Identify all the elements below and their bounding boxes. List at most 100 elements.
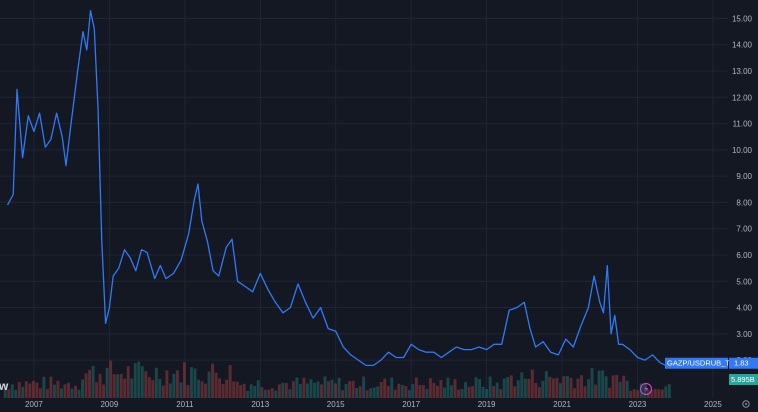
volume-bar [239,384,243,398]
volume-bar [660,389,664,398]
x-tick-label: 2021 [553,400,571,409]
y-tick-label: 12.00 [732,93,753,102]
volume-bar [151,380,155,398]
volume-bar [334,383,337,398]
volume-bar [562,376,566,398]
volume-bar [182,362,186,398]
volume-bar [351,380,355,398]
y-tick-label: 3.00 [736,330,752,339]
alert-lightning-icon[interactable] [639,382,653,396]
volume-bar [390,377,394,398]
volume-bar [450,385,453,398]
volume-bar [407,390,411,398]
volume-bar [14,389,18,398]
volume-bar [558,383,562,398]
volume-bar [566,375,569,398]
volume-bar [7,389,11,398]
tradingview-logo-watermark: w [0,379,9,393]
volume-bar [105,367,109,398]
volume-bar [232,381,236,398]
price-series-line[interactable] [6,9,670,367]
volume-bar [263,389,267,398]
volume-bar [653,388,657,398]
last-price-badge [729,357,758,369]
y-tick-label: 6.00 [736,251,752,260]
volume-bar [464,382,468,398]
volume-bar [88,369,92,398]
volume-bar [411,384,415,398]
volume-bar [242,383,246,398]
volume-bar [98,373,102,398]
volume-bar [664,386,668,398]
volume-bar [418,384,422,398]
volume-bar [467,386,471,398]
volume-bar [432,382,436,398]
volume-bar [281,382,285,398]
volume-bar [193,368,197,398]
volume-bar [158,378,162,398]
volume-bar [59,388,63,398]
volume-bar [95,382,99,398]
volume-bar [601,370,605,398]
y-tick-label: 15.00 [732,14,753,23]
volume-bar [35,382,39,398]
x-tick-label: 2015 [327,400,345,409]
volume-bar [161,385,165,398]
volume-bar [52,384,56,398]
volume-bar [667,384,671,398]
volume-bar [253,385,257,398]
volume-bar [140,366,144,398]
volume-bar [516,380,520,398]
volume-bar [204,383,207,398]
x-tick-label: 2007 [25,400,43,409]
volume-bar [611,375,615,398]
volume-bar [541,380,545,398]
volume-badge-bg [729,374,758,385]
settings-gear-icon[interactable] [742,400,750,408]
volume-bar [74,385,77,398]
volume-bar [604,376,608,398]
volume-bar [17,382,21,398]
volume-bar [379,382,383,398]
volume-bar [56,380,60,398]
y-tick-label: 8.00 [736,198,752,207]
volume-bar [506,377,510,398]
y-tick-label: 4.00 [736,304,752,313]
volume-bar [228,364,232,398]
volume-bar [643,383,647,398]
volume-bar [348,381,352,398]
volume-bar [112,374,116,398]
volume-bar [520,372,524,398]
volume-bar [260,386,264,398]
volume-bar [63,384,67,398]
volume-bar [298,384,302,398]
volume-bar [362,376,366,398]
volume-bar [200,381,204,398]
volume-bar [130,378,134,398]
volume-bar [221,384,225,398]
volume-bar [323,376,327,398]
volume-bar [590,368,594,398]
volume-value-badge: 5.895B [729,374,758,385]
volume-bar [425,389,429,398]
series-name-badge [665,357,728,369]
volume-bar [594,384,598,398]
volume-bar [372,387,376,398]
volume-bar [190,367,193,398]
volume-bar [376,386,380,398]
volume-bar [179,382,183,398]
x-tick-label: 2017 [402,400,420,409]
volume-bar [267,389,271,398]
volume-bar [168,383,172,398]
volume-bar [618,381,622,398]
volume-bar [622,375,626,398]
volume-bar [249,384,253,398]
volume-bar [10,384,14,398]
volume-bar [225,379,229,398]
volume-bar [478,379,482,398]
volume-bar [615,374,619,398]
